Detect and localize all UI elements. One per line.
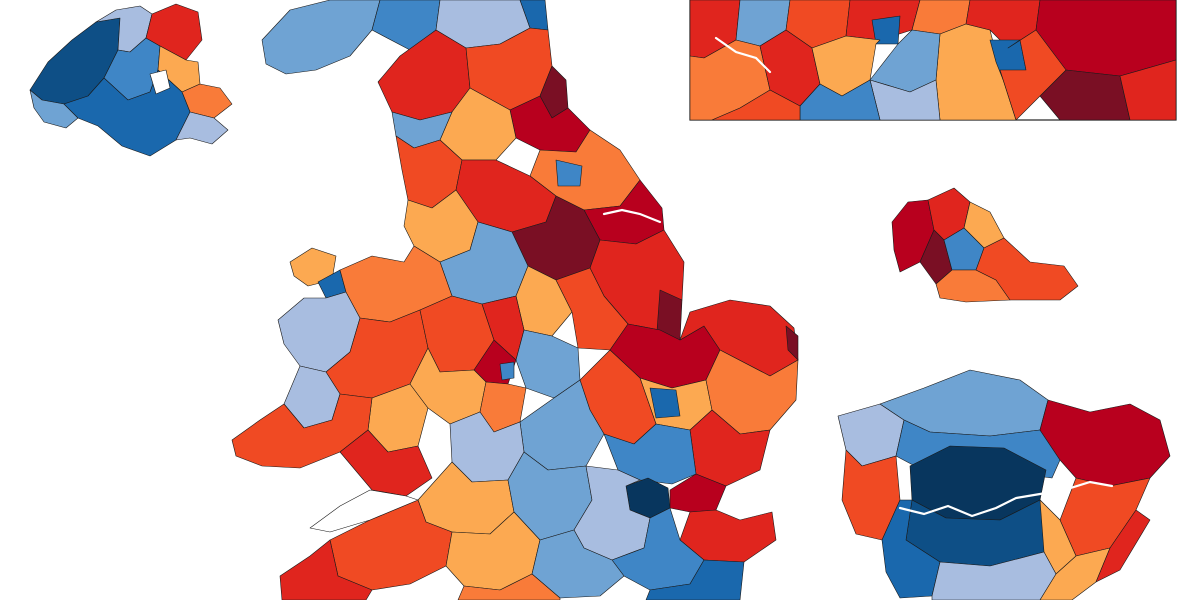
gb-area-pembroke [231,393,373,469]
gb-area-devon [279,539,373,600]
ni-area-southwest [29,89,79,129]
nw-mersey-river [714,36,772,74]
ni-area-southeast [175,111,229,145]
gb-severn-estuary [309,489,419,533]
gb-area-border-west [261,0,381,75]
nw-area-12 [1119,59,1177,121]
ni-lough [149,69,171,95]
nw-area-20 [711,89,801,121]
ldn-area-east [1039,399,1171,487]
gb-area-coast-east [645,559,745,600]
great-britain-map [231,0,799,600]
northern-ireland-map [29,3,233,157]
ldn-thames-river [898,480,1114,518]
gb-area-harrogate [555,159,583,187]
west-midlands-inset [891,187,1079,303]
wm-area-7 [975,237,1079,301]
gb-humber-river [602,208,662,224]
london-inset [837,369,1171,600]
gb-area-solihull [499,361,515,381]
gb-area-south-coast [457,573,561,600]
north-west-inset [689,0,1177,121]
ldn-area-far-southeast [1095,509,1151,583]
gb-area-cambridge-city [649,387,681,419]
nw-area-13 [999,29,1067,121]
